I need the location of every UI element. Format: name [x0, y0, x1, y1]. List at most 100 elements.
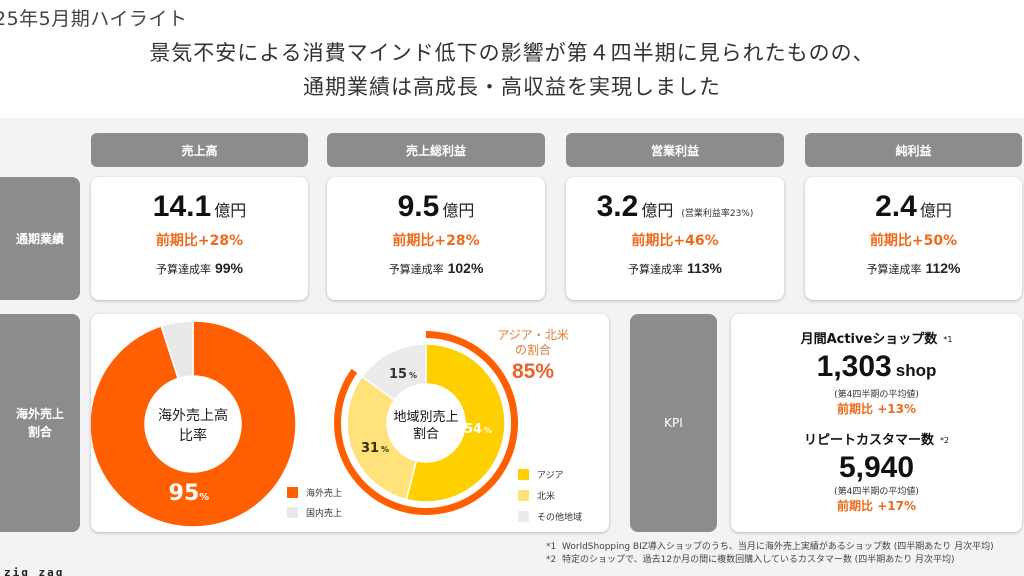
- donut-slice-0: [89, 320, 297, 528]
- kpi-item-active-shops: 月間Activeショップ数 *1 1,303 shop (第4四半期の平均値) 前期…: [731, 328, 1022, 417]
- footnote-2: *2 特定のショップで、過去12か月の間に複数回購入しているカスタマー数 (四半期…: [546, 554, 994, 567]
- column-header-net-profit: 純利益: [805, 133, 1022, 167]
- legend-swatch: [518, 469, 529, 480]
- legend-swatch: [518, 511, 529, 522]
- kpi-item-repeat-customers: リピートカスタマー数 *2 5,940 (第4四半期の平均値) 前期比 +17%: [731, 429, 1022, 514]
- legend-item-overseas: 海外売上: [287, 486, 342, 499]
- metric-yoy: 前期比+28%: [392, 233, 480, 249]
- donut-center-title: 比率: [179, 427, 207, 444]
- metric-card-operating-profit: 3.2 億円 (営業利益率23%) 前期比+46% 予算達成率 113%: [566, 177, 784, 300]
- annotation-line2: の割合: [514, 343, 551, 357]
- budget-label: 予算達成率: [866, 263, 922, 276]
- annotation-value: 85%: [511, 360, 555, 383]
- kpi-number: 1,303: [816, 350, 892, 383]
- legend-swatch: [518, 490, 529, 501]
- kpi-title-text: 月間Activeショップ数: [800, 332, 938, 347]
- headline-line-2: 通期業績は高成長・高収益を実現しました: [303, 75, 721, 99]
- kpi-yoy: 前期比 +13%: [837, 402, 916, 416]
- donut-center-title: 海外売上高: [158, 407, 228, 424]
- region-share-donut: [334, 331, 518, 515]
- legend-swatch: [287, 487, 298, 498]
- legend-label: 国内売上: [306, 509, 343, 519]
- kpi-value: 1,303 shop: [731, 351, 1022, 387]
- metric-note: (営業利益率23%): [681, 209, 754, 219]
- row-label-kpi: KPI: [630, 314, 717, 532]
- headline: 景気不安による消費マインド低下の影響が第４四半期に見られたものの、 通期業績は高…: [0, 36, 1024, 104]
- metric-value: 2.4: [875, 190, 917, 223]
- footnote-mark: *1: [546, 542, 557, 552]
- donut-slice-1: [160, 320, 194, 380]
- kpi-title: 月間Activeショップ数 *1: [731, 328, 1022, 347]
- kpi-unit: shop: [895, 361, 937, 380]
- metric-unit: 億円: [919, 201, 952, 220]
- asia-na-annotation: アジア・北米 の割合 85%: [483, 328, 583, 386]
- column-header-operating-profit: 営業利益: [566, 133, 784, 167]
- kpi-number: 5,940: [838, 451, 915, 484]
- column-header-sales: 売上高: [91, 133, 308, 167]
- metric-value: 14.1: [152, 190, 212, 223]
- legend-item-domestic: 国内売上: [287, 506, 342, 519]
- budget-label: 予算達成率: [627, 263, 683, 276]
- overseas-ratio-donut: [89, 320, 297, 528]
- metric-value: 9.5: [397, 190, 440, 223]
- column-header-gross-profit: 売上総利益: [327, 133, 545, 167]
- metric-yoy: 前期比+28%: [155, 233, 244, 249]
- metric-budget: 予算達成率 99%: [91, 260, 308, 277]
- overseas-share-card: 海外売上高 比率 95% 地域別売上 割合 54% 31% 15% 海外売上 国内売上 アジア…: [89, 314, 609, 532]
- kpi-title: リピートカスタマー数 *2: [731, 429, 1022, 448]
- budget-value: 102%: [447, 260, 484, 276]
- budget-label: 予算達成率: [388, 263, 444, 276]
- budget-value: 112%: [925, 260, 961, 276]
- legend-item-north-america: 北米: [518, 489, 555, 502]
- legend-label: その他地域: [537, 513, 583, 523]
- kpi-sub: (第4四半期の平均値): [834, 487, 919, 497]
- metric-unit: 億円: [641, 201, 674, 220]
- legend-swatch: [287, 507, 298, 518]
- annotation-line1: アジア・北米: [497, 328, 569, 342]
- budget-value: 113%: [686, 260, 723, 276]
- legend-label: 北米: [537, 492, 556, 502]
- kpi-yoy: 前期比 +17%: [837, 499, 916, 513]
- metric-budget: 予算達成率 112%: [805, 260, 1022, 277]
- footnote-mark: *2: [939, 436, 950, 445]
- kpi-card: 月間Activeショップ数 *1 1,303 shop (第4四半期の平均値) 前期…: [731, 314, 1022, 532]
- metric-budget: 予算達成率 102%: [327, 260, 545, 277]
- metric-unit: 億円: [214, 201, 247, 220]
- metric-budget: 予算達成率 113%: [566, 260, 784, 277]
- data-label-region-0: 54%: [464, 422, 492, 437]
- donut-slice-0: [405, 343, 506, 503]
- footnote-text: 特定のショップで、過去12か月の間に複数回購入しているカスタマー数 (四半期あた…: [562, 555, 955, 565]
- metric-yoy: 前期比+46%: [631, 233, 719, 249]
- footnote-text: WorldShopping BIZ導入ショップのうち、当月に海外売上実績があるシ…: [562, 542, 994, 552]
- legend-item-asia: アジア: [518, 468, 564, 481]
- footnote-mark: *2: [546, 555, 557, 565]
- legend-label: 海外売上: [306, 489, 343, 499]
- metric-card-gross-profit: 9.5 億円 前期比+28% 予算達成率 102%: [327, 177, 545, 300]
- donut-center-title: 割合: [413, 426, 439, 442]
- metric-unit: 億円: [442, 201, 475, 220]
- kpi-sub: (第4四半期の平均値): [834, 390, 919, 400]
- row-label-overseas-line1: 海外売上: [15, 407, 64, 421]
- row-label-overseas-line2: 割合: [27, 425, 52, 439]
- footnote-1: *1 WorldShopping BIZ導入ショップのうち、当月に海外売上実績があ…: [546, 541, 994, 554]
- brand-logo: zig zag: [4, 566, 65, 576]
- page-title: 25年5月期ハイライト: [0, 8, 188, 30]
- legend-label: アジア: [537, 471, 564, 481]
- metric-value: 3.2: [596, 190, 639, 223]
- metric-card-sales: 14.1 億円 前期比+28% 予算達成率 99%: [91, 177, 308, 300]
- donut-slice-1: [346, 375, 418, 501]
- kpi-title-text: リピートカスタマー数: [803, 433, 934, 448]
- legend-item-other-regions: その他地域: [518, 510, 582, 523]
- footnotes: *1 WorldShopping BIZ導入ショップのうち、当月に海外売上実績があ…: [546, 541, 994, 567]
- kpi-value: 5,940: [731, 452, 1022, 484]
- data-label-region-2: 15%: [389, 367, 417, 382]
- footnote-mark: *1: [943, 335, 953, 344]
- budget-value: 99%: [214, 260, 244, 276]
- metric-yoy: 前期比+50%: [869, 233, 958, 249]
- budget-label: 予算達成率: [155, 263, 211, 276]
- row-label-annual: 通期業績: [0, 177, 80, 300]
- headline-line-1: 景気不安による消費マインド低下の影響が第４四半期に見られたものの、: [149, 41, 875, 65]
